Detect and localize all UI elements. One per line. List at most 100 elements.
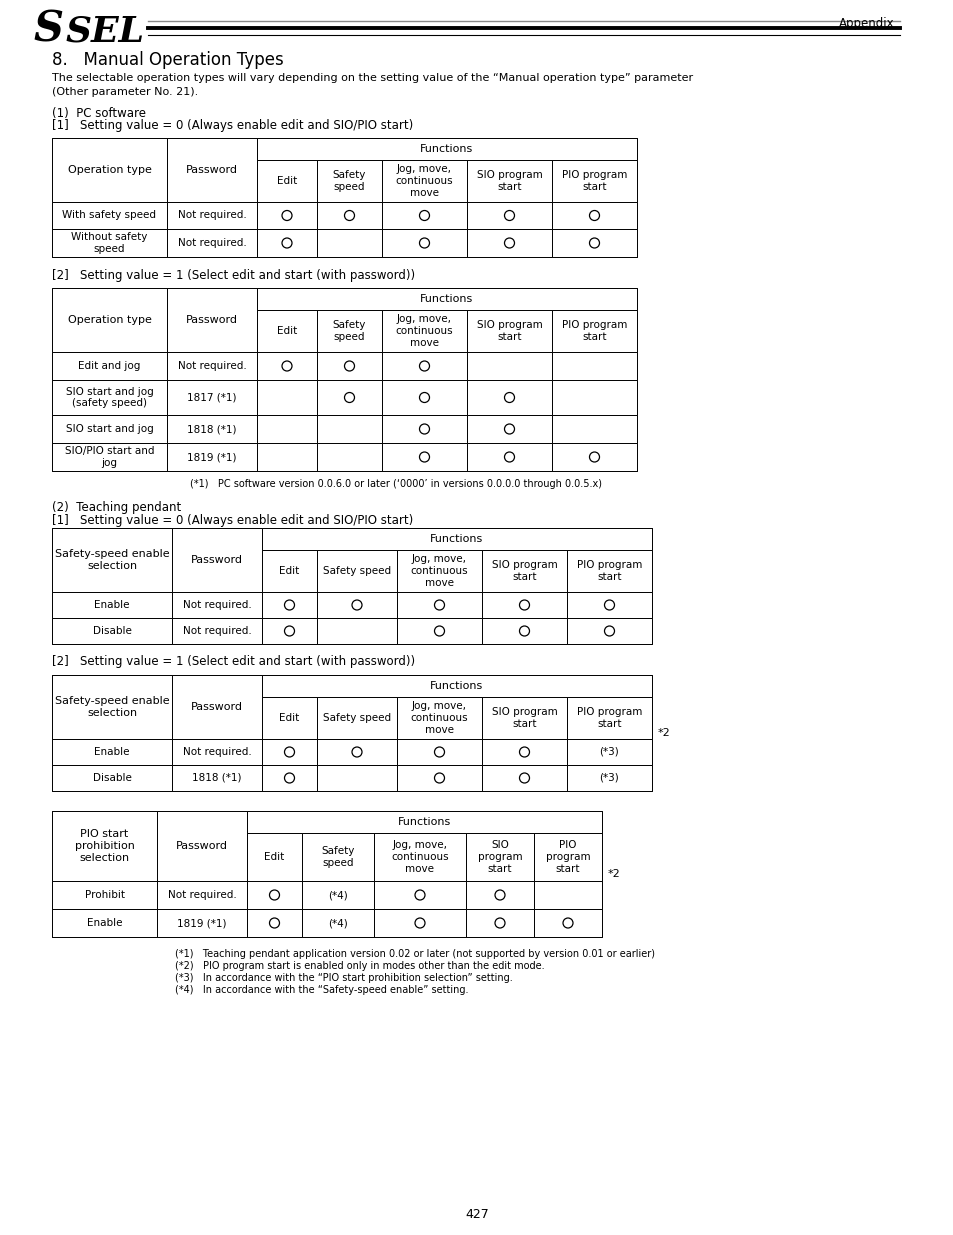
Text: *2: *2 — [607, 869, 620, 879]
Text: Safety
speed: Safety speed — [321, 846, 355, 868]
Bar — [167, 415, 256, 443]
Bar — [52, 380, 167, 415]
Bar — [552, 310, 637, 352]
Text: Password: Password — [186, 315, 237, 325]
Bar — [481, 764, 566, 790]
Bar — [465, 909, 534, 937]
Text: Edit: Edit — [279, 566, 299, 576]
Text: [1]   Setting value = 0 (Always enable edit and SIO/PIO start): [1] Setting value = 0 (Always enable edi… — [52, 514, 413, 527]
Text: SIO program
start: SIO program start — [491, 708, 557, 729]
Text: [1]   Setting value = 0 (Always enable edit and SIO/PIO start): [1] Setting value = 0 (Always enable edi… — [52, 119, 413, 131]
Bar — [534, 881, 601, 909]
Text: Not required.: Not required. — [177, 361, 246, 370]
Bar — [52, 529, 172, 592]
Text: PIO program
start: PIO program start — [561, 170, 626, 191]
Bar — [467, 352, 552, 380]
Bar — [167, 288, 256, 352]
Bar — [262, 550, 316, 592]
Bar — [552, 415, 637, 443]
Bar — [52, 811, 601, 937]
Text: Not required.: Not required. — [177, 210, 246, 221]
Bar — [381, 310, 467, 352]
Text: SIO program
start: SIO program start — [491, 561, 557, 582]
Bar — [172, 676, 262, 739]
Text: Not required.: Not required. — [177, 238, 246, 248]
Bar — [52, 288, 167, 352]
Bar — [157, 909, 247, 937]
Bar — [52, 909, 157, 937]
Text: (*2)   PIO program start is enabled only in modes other than the edit mode.: (*2) PIO program start is enabled only i… — [174, 961, 544, 971]
Bar — [262, 739, 316, 764]
Bar — [552, 352, 637, 380]
Bar — [316, 203, 381, 228]
Text: PIO program
start: PIO program start — [577, 561, 641, 582]
Bar — [167, 138, 256, 203]
Bar — [316, 592, 396, 618]
Bar — [552, 228, 637, 257]
Bar — [396, 550, 481, 592]
Bar — [262, 697, 316, 739]
Text: Disable: Disable — [92, 626, 132, 636]
Bar — [316, 764, 396, 790]
Bar — [256, 415, 316, 443]
Bar — [381, 352, 467, 380]
Text: (*1)   Teaching pendant application version 0.02 or later (not supported by vers: (*1) Teaching pendant application versio… — [174, 948, 655, 960]
Bar — [52, 592, 172, 618]
Text: 427: 427 — [465, 1209, 488, 1221]
Text: [2]   Setting value = 1 (Select edit and start (with password)): [2] Setting value = 1 (Select edit and s… — [52, 268, 415, 282]
Bar — [172, 764, 262, 790]
Text: Safety
speed: Safety speed — [333, 170, 366, 191]
Bar — [467, 310, 552, 352]
Text: Functions: Functions — [420, 144, 473, 154]
Text: Prohibit: Prohibit — [85, 890, 125, 900]
Bar — [316, 697, 396, 739]
Bar — [465, 881, 534, 909]
Bar — [552, 443, 637, 471]
Bar — [172, 529, 262, 592]
Bar — [566, 697, 651, 739]
Bar — [247, 881, 302, 909]
Text: Edit: Edit — [276, 177, 296, 186]
Bar — [566, 550, 651, 592]
Bar — [374, 832, 465, 881]
Bar — [172, 739, 262, 764]
Text: [2]   Setting value = 1 (Select edit and start (with password)): [2] Setting value = 1 (Select edit and s… — [52, 656, 415, 668]
Bar — [262, 529, 651, 550]
Bar — [256, 380, 316, 415]
Text: (1)  PC software: (1) PC software — [52, 106, 146, 120]
Bar — [302, 832, 374, 881]
Bar — [316, 161, 381, 203]
Text: SIO/PIO start and
jog: SIO/PIO start and jog — [65, 446, 154, 468]
Bar — [247, 909, 302, 937]
Bar — [256, 161, 316, 203]
Bar — [302, 909, 374, 937]
Bar — [467, 203, 552, 228]
Bar — [256, 310, 316, 352]
Text: PIO program
start: PIO program start — [577, 708, 641, 729]
Text: Functions: Functions — [420, 294, 473, 304]
Bar — [381, 380, 467, 415]
Bar — [247, 832, 302, 881]
Bar — [396, 739, 481, 764]
Bar — [381, 228, 467, 257]
Bar — [247, 811, 601, 832]
Bar — [481, 739, 566, 764]
Text: (*3): (*3) — [599, 773, 618, 783]
Text: PIO program
start: PIO program start — [561, 320, 626, 342]
Bar — [316, 228, 381, 257]
Bar — [52, 881, 157, 909]
Text: Not required.: Not required. — [168, 890, 236, 900]
Text: Functions: Functions — [430, 534, 483, 543]
Bar — [396, 697, 481, 739]
Text: Password: Password — [191, 701, 243, 713]
Text: Functions: Functions — [430, 680, 483, 692]
Text: SIO program
start: SIO program start — [476, 170, 542, 191]
Bar — [52, 811, 157, 881]
Bar — [172, 618, 262, 643]
Text: SIO start and jog: SIO start and jog — [66, 424, 153, 433]
Text: Safety-speed enable
selection: Safety-speed enable selection — [54, 697, 169, 718]
Bar — [262, 764, 316, 790]
Bar — [262, 592, 316, 618]
Text: Edit and jog: Edit and jog — [78, 361, 140, 370]
Bar — [534, 832, 601, 881]
